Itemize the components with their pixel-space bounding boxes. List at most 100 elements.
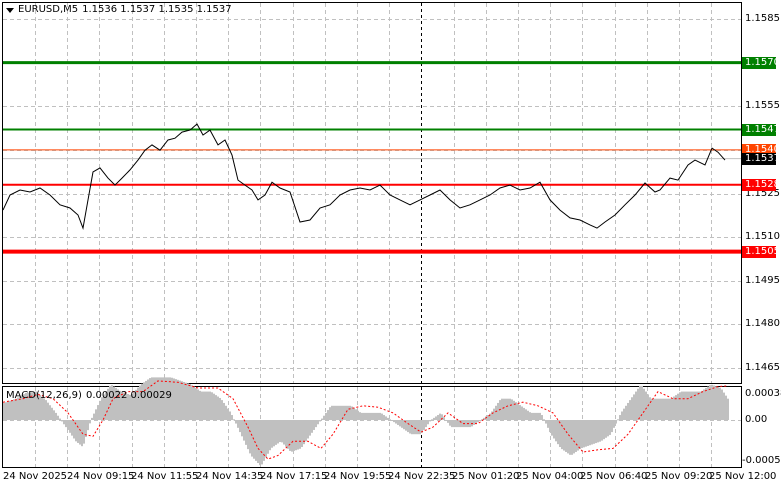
macd-bar	[257, 420, 259, 463]
macd-bar	[383, 415, 385, 420]
price-tick: 1.1480	[745, 318, 780, 329]
macd-tick: -0.00056	[742, 455, 781, 466]
macd-bar	[699, 391, 701, 420]
macd-bar	[265, 420, 267, 458]
macd-bar	[411, 420, 413, 435]
macd-bar	[153, 377, 155, 420]
macd-bar	[585, 420, 587, 447]
macd-bar	[513, 400, 515, 420]
macd-bar	[413, 420, 415, 435]
macd-bar	[343, 405, 345, 420]
macd-bar	[609, 420, 611, 435]
macd-bar	[607, 420, 609, 437]
macd-bar	[45, 400, 47, 420]
macd-bar	[675, 395, 677, 420]
macd-bar	[139, 385, 141, 420]
macd-bar	[293, 420, 295, 451]
macd-name: MACD(12,26,9)	[6, 390, 82, 401]
macd-bar	[155, 377, 157, 420]
price-tick: 1.1525	[745, 188, 780, 199]
macd-bar	[433, 417, 435, 420]
macd-bar	[451, 420, 453, 428]
macd-bar	[595, 420, 597, 444]
macd-bar	[101, 397, 103, 420]
macd-bar	[639, 385, 641, 420]
macd-bar	[401, 420, 403, 428]
macd-bar	[61, 420, 63, 422]
macd-bar	[633, 394, 635, 420]
macd-bar	[211, 392, 213, 420]
macd-bar	[125, 393, 127, 420]
macd-bar	[339, 405, 341, 420]
macd-bar	[301, 420, 303, 447]
macd-bar	[253, 420, 255, 459]
macd-bar	[71, 420, 73, 436]
macd-bar	[555, 420, 557, 442]
macd-bar	[63, 420, 65, 425]
macd-bar	[367, 412, 369, 420]
macd-bar	[55, 412, 57, 420]
macd-bar	[643, 388, 645, 420]
macd-bar	[455, 420, 457, 428]
time-tick: 24 Nov 19:55	[324, 471, 392, 482]
macd-bar	[371, 412, 373, 420]
macd-bar	[535, 412, 537, 420]
time-tick: 24 Nov 17:15	[260, 471, 328, 482]
macd-bar	[259, 420, 261, 466]
macd-bar	[711, 384, 713, 420]
macd-bar	[715, 386, 717, 420]
macd-bar	[83, 420, 85, 444]
macd-bar	[67, 420, 69, 430]
macd-bar	[47, 402, 49, 420]
macd-bar	[271, 420, 273, 448]
macd-bar	[73, 420, 75, 439]
macd-bar	[227, 408, 229, 420]
macd-bar	[645, 391, 647, 420]
macd-bar	[129, 394, 131, 420]
macd-bar	[473, 420, 475, 425]
macd-bar	[377, 412, 379, 420]
time-tick: 25 Nov 01:20	[452, 471, 520, 482]
chart-title: EURUSD,M5 1.1536 1.1537 1.1535 1.1537	[6, 4, 232, 16]
macd-bar	[321, 418, 323, 420]
macd-bar	[665, 398, 667, 420]
macd-bar	[403, 420, 405, 430]
macd-bar	[397, 420, 399, 425]
symbol-label: EURUSD,M5	[18, 4, 79, 15]
macd-bar	[181, 381, 183, 420]
macd-bar	[689, 391, 691, 420]
macd-bar	[167, 377, 169, 420]
macd-bar	[491, 411, 493, 420]
macd-bar	[185, 382, 187, 420]
macd-bar	[285, 420, 287, 447]
macd-bar	[405, 420, 407, 431]
macd-bar	[25, 393, 27, 420]
macd-bar	[551, 420, 553, 436]
macd-bar	[477, 420, 479, 423]
macd-bar	[619, 415, 621, 420]
macd-bar	[603, 420, 605, 440]
macd-bar	[509, 398, 511, 420]
macd-bar	[359, 412, 361, 420]
macd-bar	[479, 420, 481, 421]
macd-bar	[17, 397, 19, 420]
macd-bar	[127, 394, 129, 420]
macd-bar	[591, 420, 593, 445]
macd-bar	[533, 412, 535, 420]
macd-bar	[515, 402, 517, 420]
macd-bar	[315, 420, 317, 428]
macd-bar	[251, 420, 253, 457]
macd-bar	[417, 420, 419, 435]
macd-bar	[543, 419, 545, 421]
time-tick: 25 Nov 12:00	[709, 471, 777, 482]
macd-bar	[557, 420, 559, 445]
macd-bar	[175, 379, 177, 420]
macd-bar	[409, 420, 411, 434]
macd-bar	[313, 420, 315, 430]
dropdown-triangle-icon[interactable]	[6, 7, 14, 13]
time-tick: 24 Nov 11:55	[131, 471, 199, 482]
macd-bar	[641, 385, 643, 420]
macd-bar	[325, 412, 327, 420]
macd-bar	[391, 420, 393, 421]
